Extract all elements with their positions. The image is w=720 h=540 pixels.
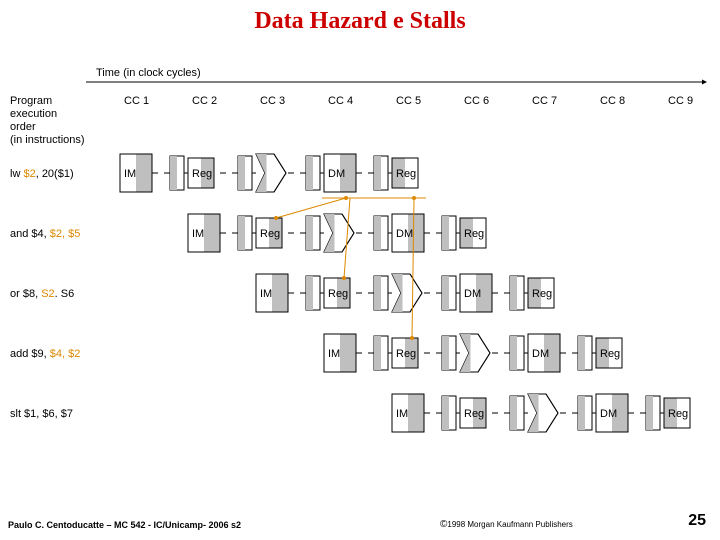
svg-text:lw $2, 20($1): lw $2, 20($1) (10, 168, 74, 180)
svg-text:IM: IM (192, 228, 204, 240)
svg-text:add $9, $4, $2: add $9, $4, $2 (10, 348, 80, 360)
svg-text:CC 7: CC 7 (532, 95, 557, 107)
svg-text:IM: IM (328, 348, 340, 360)
footer-center: ©1998 Morgan Kaufmann Publishers (440, 519, 573, 530)
svg-text:Reg: Reg (396, 348, 416, 360)
svg-text:CC 1: CC 1 (124, 95, 149, 107)
svg-text:Reg: Reg (668, 408, 688, 420)
svg-text:CC 2: CC 2 (192, 95, 217, 107)
svg-text:IM: IM (260, 288, 272, 300)
svg-text:Reg: Reg (464, 408, 484, 420)
svg-text:Time (in clock cycles): Time (in clock cycles) (96, 67, 201, 79)
svg-text:CC 9: CC 9 (668, 95, 693, 107)
svg-text:DM: DM (396, 228, 413, 240)
svg-text:IM: IM (124, 168, 136, 180)
svg-text:Reg: Reg (600, 348, 620, 360)
svg-text:Reg: Reg (396, 168, 416, 180)
slide-title: Data Hazard e Stalls (0, 0, 720, 35)
svg-text:and $4, $2, $5: and $4, $2, $5 (10, 228, 80, 240)
svg-text:execution: execution (10, 108, 57, 120)
svg-text:IM: IM (396, 408, 408, 420)
svg-text:Reg: Reg (260, 228, 280, 240)
svg-text:slt $1, $6, $7: slt $1, $6, $7 (10, 408, 73, 420)
pipeline-diagram: Time (in clock cycles)Programexecutionor… (6, 60, 714, 480)
footer-left: Paulo C. Centoducatte – MC 542 - IC/Unic… (8, 520, 241, 530)
svg-text:or $8, S2. S6: or $8, S2. S6 (10, 288, 74, 300)
svg-text:Reg: Reg (532, 288, 552, 300)
svg-text:DM: DM (328, 168, 345, 180)
svg-text:CC 4: CC 4 (328, 95, 353, 107)
svg-text:CC 5: CC 5 (396, 95, 421, 107)
svg-text:CC 8: CC 8 (600, 95, 625, 107)
svg-text:CC 6: CC 6 (464, 95, 489, 107)
svg-text:(in instructions): (in instructions) (10, 134, 85, 146)
svg-text:Reg: Reg (328, 288, 348, 300)
page-number: 25 (688, 512, 706, 530)
svg-text:CC 3: CC 3 (260, 95, 285, 107)
svg-text:DM: DM (600, 408, 617, 420)
svg-text:order: order (10, 121, 36, 133)
svg-text:Program: Program (10, 95, 52, 107)
svg-text:Reg: Reg (192, 168, 212, 180)
svg-text:Reg: Reg (464, 228, 484, 240)
svg-text:DM: DM (532, 348, 549, 360)
svg-text:DM: DM (464, 288, 481, 300)
